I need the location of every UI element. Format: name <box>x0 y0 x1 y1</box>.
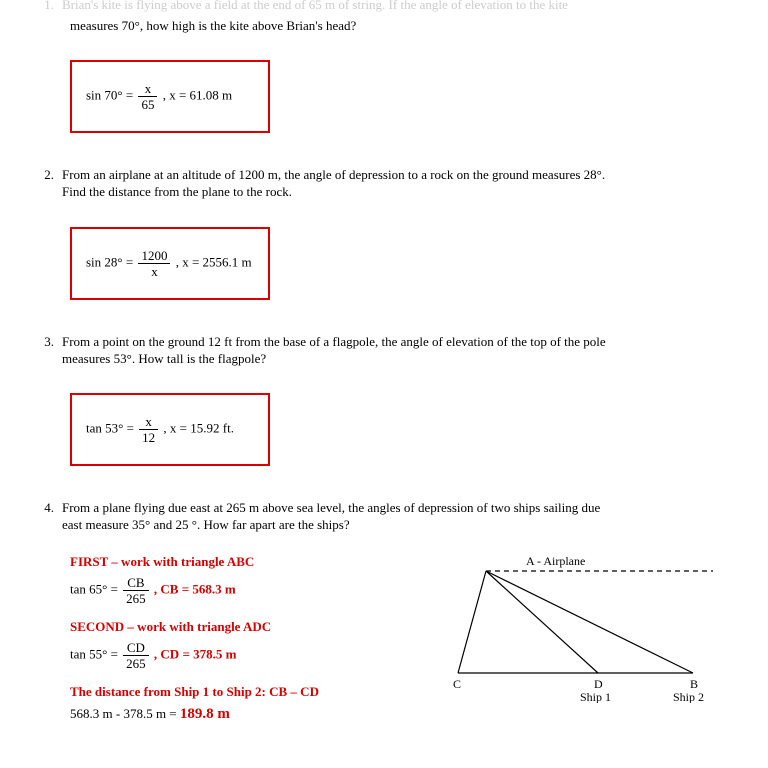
final-calc: 568.3 m - 378.5 m = <box>70 706 180 721</box>
equation-func: tan 55° = <box>70 647 118 662</box>
final-answer: 189.8 m <box>180 706 230 722</box>
text-line: From an airplane at an altitude of 1200 … <box>62 167 605 182</box>
problem-number: 4. <box>40 500 62 516</box>
fraction: CD 265 <box>123 641 149 670</box>
airplane-ships-diagram: A - Airplane C D B Ship 1 Ship 2 <box>448 553 728 703</box>
problem-body: From a plane flying due east at 265 m ab… <box>62 500 728 534</box>
equation-result: , x = 15.92 ft. <box>163 421 234 436</box>
problem-4-diagram: A - Airplane C D B Ship 1 Ship 2 <box>448 548 728 707</box>
text-line: From a point on the ground 12 ft from th… <box>62 334 606 349</box>
step2-equation: tan 55° = CD 265 , CD = 378.5 m <box>70 641 448 670</box>
problem-1: 1. Brian's kite is flying above a field … <box>40 0 728 149</box>
problem-body: Brian's kite is flying above a field at … <box>62 0 728 14</box>
problem-4-text: 4. From a plane flying due east at 265 m… <box>40 500 728 534</box>
denominator: 265 <box>123 591 149 605</box>
final-title: The distance from Ship 1 to Ship 2: CB –… <box>70 684 448 700</box>
numerator: CD <box>123 641 149 656</box>
numerator: x <box>139 415 158 430</box>
problem-4: 4. From a plane flying due east at 265 m… <box>40 500 728 729</box>
step1-equation: tan 65° = CB 265 , CB = 568.3 m <box>70 576 448 605</box>
problem-1-text-b: measures 70°, how high is the kite above… <box>40 18 728 34</box>
problem-body: From a point on the ground 12 ft from th… <box>62 334 728 368</box>
problem-4-work-area: FIRST – work with triangle ABC tan 65° =… <box>40 548 728 729</box>
worksheet-page: 1. Brian's kite is flying above a field … <box>0 0 768 767</box>
final-answer-line: 568.3 m - 378.5 m = 189.8 m <box>70 706 448 723</box>
denominator: 65 <box>138 97 157 111</box>
fraction: 1200 x <box>138 249 170 278</box>
equation-result: , x = 61.08 m <box>163 87 232 102</box>
equation-func: tan 53° = <box>86 421 134 436</box>
text-line: measures 70°, how high is the kite above… <box>70 18 356 34</box>
step1-title: FIRST – work with triangle ABC <box>70 554 448 570</box>
label-b: B <box>690 677 698 691</box>
problem-2: 2. From an airplane at an altitude of 12… <box>40 167 728 316</box>
problem-body: From an airplane at an altitude of 1200 … <box>62 167 728 201</box>
answer-box-2: sin 28° = 1200 x , x = 2556.1 m <box>70 227 270 300</box>
text-line: Find the distance from the plane to the … <box>62 184 292 199</box>
fraction: x 65 <box>138 82 157 111</box>
label-ship2: Ship 2 <box>673 690 704 703</box>
label-ship1: Ship 1 <box>580 690 611 703</box>
step2-title: SECOND – work with triangle ADC <box>70 619 448 635</box>
text-line: From a plane flying due east at 265 m ab… <box>62 500 600 515</box>
problem-4-calculations: FIRST – work with triangle ABC tan 65° =… <box>40 548 448 729</box>
problem-number: 2. <box>40 167 62 183</box>
problem-number: 1. <box>40 0 62 13</box>
problem-1-text: 1. Brian's kite is flying above a field … <box>40 0 728 14</box>
answer-box-1: sin 70° = x 65 , x = 61.08 m <box>70 60 270 133</box>
equation-func: tan 65° = <box>70 582 118 597</box>
label-d: D <box>594 677 603 691</box>
equation-result: , CD = 378.5 m <box>154 647 237 662</box>
fraction: x 12 <box>139 415 158 444</box>
problem-number: 3. <box>40 334 62 350</box>
problem-3: 3. From a point on the ground 12 ft from… <box>40 334 728 483</box>
label-a-airplane: A - Airplane <box>526 554 585 568</box>
problem-2-text: 2. From an airplane at an altitude of 12… <box>40 167 728 201</box>
equation-result: , x = 2556.1 m <box>176 254 252 269</box>
numerator: 1200 <box>138 249 170 264</box>
text-line: Brian's kite is flying above a field at … <box>62 0 568 12</box>
text-line: east measure 35° and 25 °. How far apart… <box>62 517 350 532</box>
answer-box-3: tan 53° = x 12 , x = 15.92 ft. <box>70 393 270 466</box>
fraction: CB 265 <box>123 576 149 605</box>
text-line: measures 53°. How tall is the flagpole? <box>62 351 266 366</box>
denominator: x <box>138 264 170 278</box>
denominator: 265 <box>123 656 149 670</box>
label-c: C <box>453 677 461 691</box>
equation-func: sin 70° = <box>86 87 133 102</box>
numerator: x <box>138 82 157 97</box>
equation-func: sin 28° = <box>86 254 133 269</box>
denominator: 12 <box>139 430 158 444</box>
problem-3-text: 3. From a point on the ground 12 ft from… <box>40 334 728 368</box>
numerator: CB <box>123 576 149 591</box>
equation-result: , CB = 568.3 m <box>154 582 236 597</box>
